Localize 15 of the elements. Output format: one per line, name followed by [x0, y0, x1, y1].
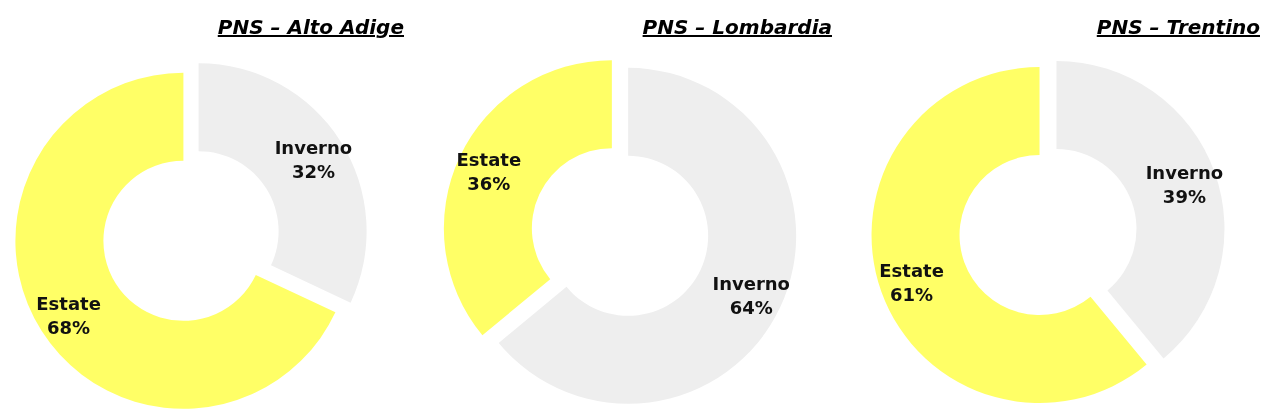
data-label: 61%: [890, 284, 934, 306]
chart-title: PNS – Trentino: [1096, 15, 1261, 39]
slice-label: Inverno: [712, 272, 790, 294]
data-label: 32%: [291, 161, 335, 183]
slice-label: Inverno: [1145, 161, 1224, 183]
data-label: 64%: [729, 296, 773, 318]
chart-title: PNS – Lombardia: [642, 15, 832, 39]
slice-label: Inverno: [274, 137, 353, 159]
slice-label: Estate: [456, 149, 522, 171]
data-label: 36%: [467, 173, 511, 195]
slice-label: Estate: [879, 260, 944, 282]
data-label: 39%: [1162, 185, 1206, 207]
slice-label: Estate: [36, 292, 101, 314]
chart-title: PNS – Alto Adige: [217, 15, 404, 39]
data-label: 68%: [47, 316, 91, 338]
